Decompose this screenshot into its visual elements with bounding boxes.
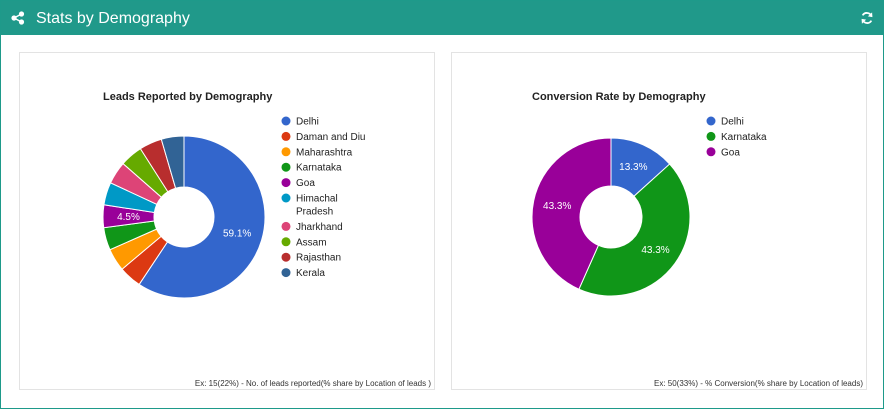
chart-legend: Delhi Daman and Diu Maharashtra Karnataka Go… [281,116,366,279]
leads-footnote: Ex: 15(22%) - No. of leads reported(% sh… [194,379,431,388]
legend-item[interactable]: Jharkhand [281,221,343,233]
legend-label: Delhi [296,117,319,128]
legend-item[interactable]: Rajasthan [281,252,342,264]
legend-marker [706,131,716,141]
legend-item[interactable]: Daman and Diu [281,131,366,143]
legend-marker [281,268,291,278]
slice-delhi[interactable] [138,135,266,299]
legend-marker [281,221,291,231]
legend-item[interactable]: Maharashtra [281,147,353,158]
legend-item[interactable]: Karnataka [706,131,768,143]
legend-item[interactable]: Goa [706,147,741,158]
legend-marker [281,178,291,188]
legend-label: Rajasthan [296,253,341,264]
panel-title: Stats by Demography [36,10,190,27]
panel-header: Stats by Demography [1,1,883,35]
legend-marker [281,237,291,247]
slice-goa[interactable] [531,137,612,290]
legend-label: Karnataka [721,132,767,143]
legend-label: Pradesh [296,207,333,218]
legend-label: Himachal [296,194,338,205]
legend-item[interactable]: Himachal Pradesh [281,193,338,218]
legend-label: Assam [296,237,327,248]
legend-label: Daman and Diu [296,132,365,143]
legend-marker [281,131,291,141]
conversion-chart-title: Conversion Rate by Demography [532,91,706,103]
legend-item[interactable]: Assam [281,237,327,248]
conversion-chart-card: Conversion Rate by Demography 13.3% 43.3%… [451,52,867,390]
legend-label: Jharkhand [296,222,343,233]
slice-value-label: 43.3% [641,245,669,256]
legend-item[interactable]: Karnataka [281,162,343,174]
legend-marker [281,162,291,172]
slice-value-label: 59.1% [223,229,251,240]
slice-karnataka[interactable] [578,163,691,297]
legend-marker [706,116,716,126]
legend-item[interactable]: Delhi [281,116,319,128]
legend-label: Delhi [721,117,744,128]
legend-label: Maharashtra [296,147,353,158]
legend-marker [281,252,291,262]
legend-item[interactable]: Kerala [281,268,326,279]
chart-legend: Delhi Karnataka Goa [706,116,768,158]
legend-item[interactable]: Goa [281,178,316,189]
leads-donut-chart: 59.1% 4.5% Delhi Daman and Diu Maharashtra Ka… [102,116,366,299]
legend-label: Karnataka [296,163,342,174]
leads-chart-title: Leads Reported by Demography [103,91,273,103]
slice-kerala[interactable] [160,135,185,189]
leads-chart-card: Leads Reported by Demography 59.1% 4.5% De… [19,52,435,390]
legend-marker [281,147,291,157]
slice-value-label: 4.5% [117,212,140,223]
legend-marker [281,116,291,126]
legend-label: Kerala [296,268,325,279]
slice-value-label: 43.3% [543,201,571,212]
share-nodes-icon [11,11,25,25]
legend-marker [281,193,291,203]
legend-label: Goa [721,147,740,158]
legend-label: Goa [296,178,315,189]
conversion-footnote: Ex: 50(33%) - % Conversion(% share by Lo… [654,379,863,388]
legend-item[interactable]: Delhi [706,116,744,128]
refresh-icon[interactable] [860,11,874,25]
slice-value-label: 13.3% [619,162,647,173]
conversion-donut-chart: 13.3% 43.3% 43.3% Delhi Karnataka Goa [531,116,768,297]
legend-marker [706,147,716,157]
